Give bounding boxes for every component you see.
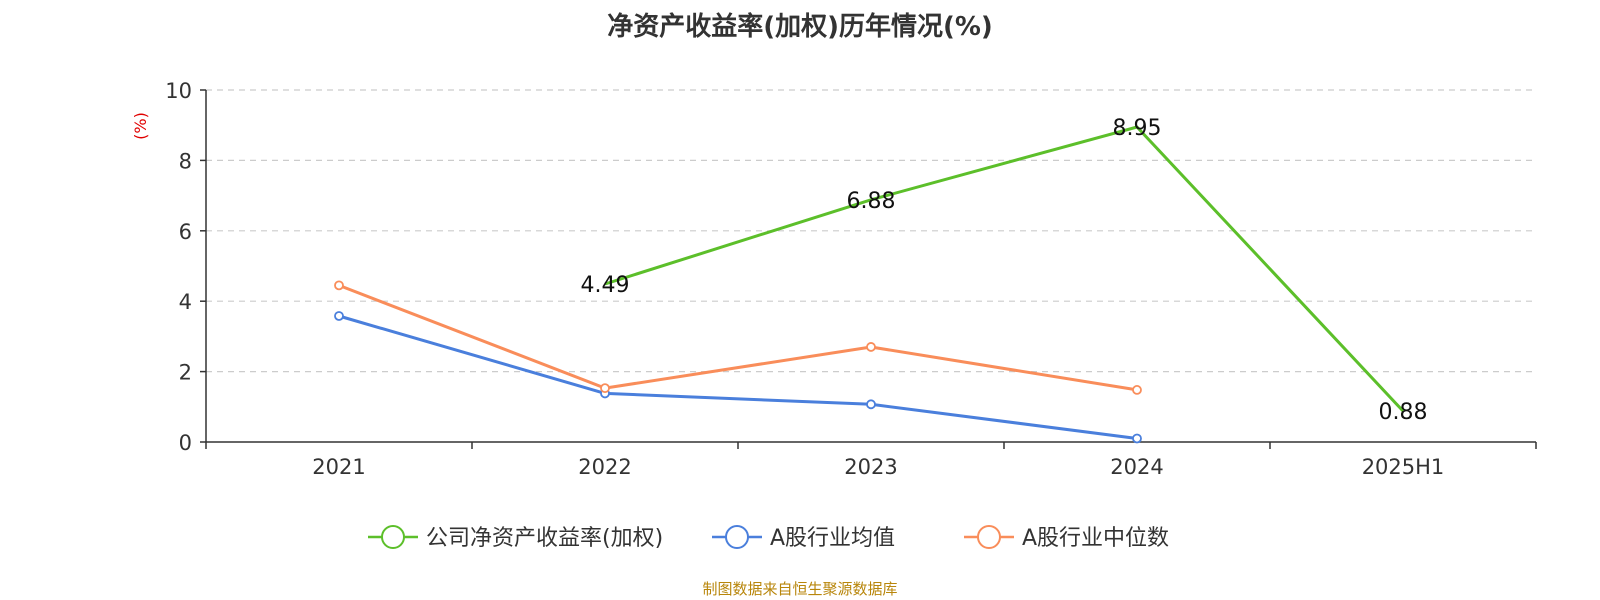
series-lines [334,125,1405,444]
data-point [600,383,610,394]
legend-label: A股行业中位数 [1022,526,1169,551]
y-tick-label: 8 [179,149,192,173]
data-labels: 4.49 6.88 8.95 0.88 [581,116,1428,425]
legend: 公司净资产收益率(加权) A股行业均值 A股行业中位数 [368,525,1169,551]
data-point [1132,385,1142,395]
y-tick-label: 2 [179,361,192,385]
series-line-2 [338,284,1138,392]
data-source: 制图数据来自恒生聚源数据库 [702,580,898,598]
x-tick-label: 2021 [312,455,365,479]
data-label: 4.49 [581,273,630,298]
data-point [334,311,344,321]
data-label: 0.88 [1379,400,1428,425]
legend-item-1[interactable]: A股行业均值 [712,525,895,551]
y-tick-label: 6 [179,220,192,244]
legend-label: 公司净资产收益率(加权) [426,526,663,551]
x-tick-label: 2022 [578,455,631,479]
grid-lines [206,89,1536,373]
data-point [334,280,344,291]
x-tick-label: 2024 [1110,455,1163,479]
chart-title: 净资产收益率(加权)历年情况(%) [607,12,993,42]
data-label: 6.88 [847,189,896,214]
y-tick-label: 10 [165,79,192,103]
y-axis-label: (%) [131,112,150,140]
data-point [866,342,876,352]
legend-marker [725,525,749,549]
series-line-1 [338,314,1138,440]
legend-marker [381,525,405,549]
series-line-0 [604,125,1405,413]
y-tick-label: 0 [179,431,192,455]
x-tick-label: 2025H1 [1362,455,1445,479]
y-axis: 0 2 4 6 8 10 [165,79,207,455]
data-point [1132,433,1142,444]
legend-item-2[interactable]: A股行业中位数 [964,525,1169,551]
x-tick-label: 2023 [844,455,897,479]
data-label: 8.95 [1113,116,1162,141]
legend-marker [977,525,1001,549]
legend-item-0[interactable]: 公司净资产收益率(加权) [368,525,663,551]
data-point [866,399,876,410]
legend-label: A股行业均值 [770,526,895,551]
y-tick-label: 4 [179,290,192,314]
x-axis: 2021 2022 2023 2024 2025H1 [205,441,1537,479]
